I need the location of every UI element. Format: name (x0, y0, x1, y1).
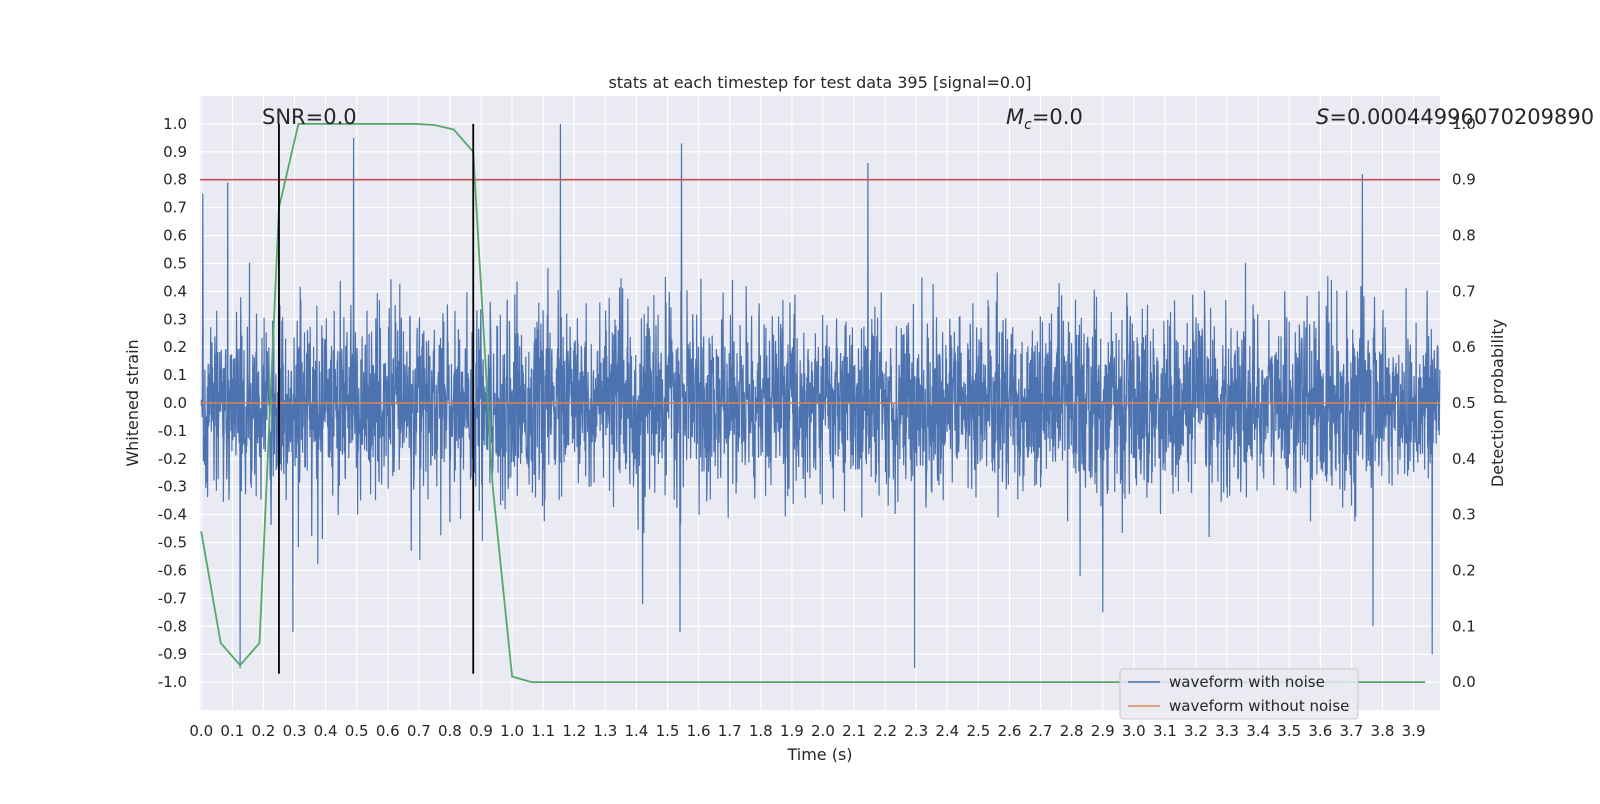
y-tick-label-left: 0.0 (163, 394, 187, 412)
s-annotation: S=0.00044996070209890 (1316, 105, 1594, 129)
x-tick-label: 0.6 (376, 722, 400, 740)
legend-label-noise: waveform with noise (1169, 673, 1325, 691)
y-tick-label-left: 0.2 (163, 338, 187, 356)
y-tick-label-left: -0.2 (158, 450, 187, 468)
y-tick-label-left: 0.1 (163, 366, 187, 384)
x-tick-label: 3.6 (1308, 722, 1332, 740)
y-tick-label-left: 0.8 (163, 171, 187, 189)
x-tick-label: 3.3 (1215, 722, 1239, 740)
x-tick-label: 0.5 (345, 722, 369, 740)
x-tick-label: 1.2 (562, 722, 586, 740)
x-tick-label: 2.9 (1091, 722, 1115, 740)
x-tick-label: 2.7 (1029, 722, 1053, 740)
y-tick-label-left: -0.7 (158, 589, 187, 607)
x-tick-label: 1.7 (718, 722, 742, 740)
y-tick-label-right: 0.5 (1452, 394, 1476, 412)
series-waveform-with-noise (200, 123, 1441, 669)
y-tick-label-right: 0.1 (1452, 617, 1476, 635)
x-tick-label: 1.0 (500, 722, 524, 740)
legend-label-clean: waveform without noise (1169, 697, 1349, 715)
x-tick-label: 0.9 (469, 722, 493, 740)
x-tick-label: 3.2 (1184, 722, 1208, 740)
x-tick-label: 3.8 (1371, 722, 1395, 740)
y-tick-label-right: 0.4 (1452, 450, 1476, 468)
y-tick-label-left: -0.8 (158, 617, 187, 635)
y-tick-label-right: 1.0 (1452, 115, 1476, 133)
y-tick-label-left: -1.0 (158, 673, 187, 691)
x-tick-label: 1.6 (687, 722, 711, 740)
y-tick-label-left: -0.1 (158, 422, 187, 440)
x-tick-label: 1.9 (780, 722, 804, 740)
x-tick-label: 3.7 (1339, 722, 1363, 740)
y-tick-label-left: -0.5 (158, 534, 187, 552)
x-tick-label: 2.0 (811, 722, 835, 740)
x-tick-label: 2.8 (1060, 722, 1084, 740)
y-tick-label-right: 0.0 (1452, 673, 1476, 691)
x-tick-label: 0.7 (407, 722, 431, 740)
y-tick-label-right: 0.8 (1452, 227, 1476, 245)
y-axis-left: 1.0 0.9 0.8 0.7 0.6 0.5 0.4 0.3 0.2 0.1 0.0 -0.1 -0.… (158, 115, 187, 691)
x-tick-label: 1.5 (656, 722, 680, 740)
legend-box (1119, 668, 1359, 720)
x-tick-label: 0.8 (438, 722, 462, 740)
legend: waveform with noise waveform without noi… (1119, 668, 1359, 720)
x-tick-label: 2.5 (966, 722, 990, 740)
y-tick-label-right: 0.3 (1452, 506, 1476, 524)
overlay-layer (200, 123, 1440, 683)
x-tick-label: 0.4 (314, 722, 338, 740)
y-tick-label-left: 0.7 (163, 199, 187, 217)
y-axis-label-left: Whitened strain (123, 339, 142, 466)
y-tick-label-right: 0.7 (1452, 282, 1476, 300)
x-tick-label: 3.1 (1153, 722, 1177, 740)
x-tick-label: 0.0 (189, 722, 213, 740)
y-tick-label-left: 0.4 (163, 282, 187, 300)
y-tick-label-right: 0.6 (1452, 338, 1476, 356)
x-axis-label: Time (s) (786, 745, 852, 764)
y-tick-label-left: 1.0 (163, 115, 187, 133)
noise-trace (200, 123, 1441, 669)
chart-title: stats at each timestep for test data 395… (608, 73, 1031, 92)
y-tick-label-left: -0.9 (158, 645, 187, 663)
x-tick-label: 3.4 (1246, 722, 1270, 740)
x-tick-label: 0.1 (220, 722, 244, 740)
x-tick-label: 0.3 (283, 722, 307, 740)
x-tick-label: 3.0 (1122, 722, 1146, 740)
x-tick-label: 1.8 (749, 722, 773, 740)
y-axis-label-right: Detection probability (1488, 319, 1507, 487)
y-tick-label-left: 0.9 (163, 143, 187, 161)
x-tick-label: 3.9 (1402, 722, 1426, 740)
y-tick-label-left: -0.3 (158, 478, 187, 496)
x-tick-label: 2.1 (842, 722, 866, 740)
snr-annotation: SNR=0.0 (262, 105, 357, 129)
y-tick-label-right: 0.9 (1452, 171, 1476, 189)
x-tick-label: 1.4 (625, 722, 649, 740)
x-tick-label: 1.3 (593, 722, 617, 740)
y-tick-label-left: 0.5 (163, 254, 187, 272)
y-tick-label-right: 0.2 (1452, 561, 1476, 579)
x-tick-label: 2.4 (935, 722, 959, 740)
y-tick-label-left: 0.6 (163, 227, 187, 245)
y-tick-label-left: 0.3 (163, 310, 187, 328)
x-tick-label: 2.6 (998, 722, 1022, 740)
y-tick-label-left: -0.6 (158, 561, 187, 579)
x-tick-label: 3.5 (1277, 722, 1301, 740)
x-tick-label: 2.2 (873, 722, 897, 740)
mc-annotation: Mc=0.0 (1006, 105, 1083, 133)
x-tick-label: 1.1 (531, 722, 555, 740)
y-axis-right: 1.0 0.9 0.8 0.7 0.6 0.5 0.4 0.3 0.2 0.1 0.0 (1452, 115, 1476, 691)
x-tick-label: 2.3 (904, 722, 928, 740)
x-tick-label: 0.2 (251, 722, 275, 740)
y-tick-label-left: -0.4 (158, 506, 187, 524)
x-axis: 0.0 0.1 0.2 0.3 0.4 0.5 0.6 0.7 0.8 0.9 1.0 1.1 1.2 1… (189, 722, 1425, 740)
